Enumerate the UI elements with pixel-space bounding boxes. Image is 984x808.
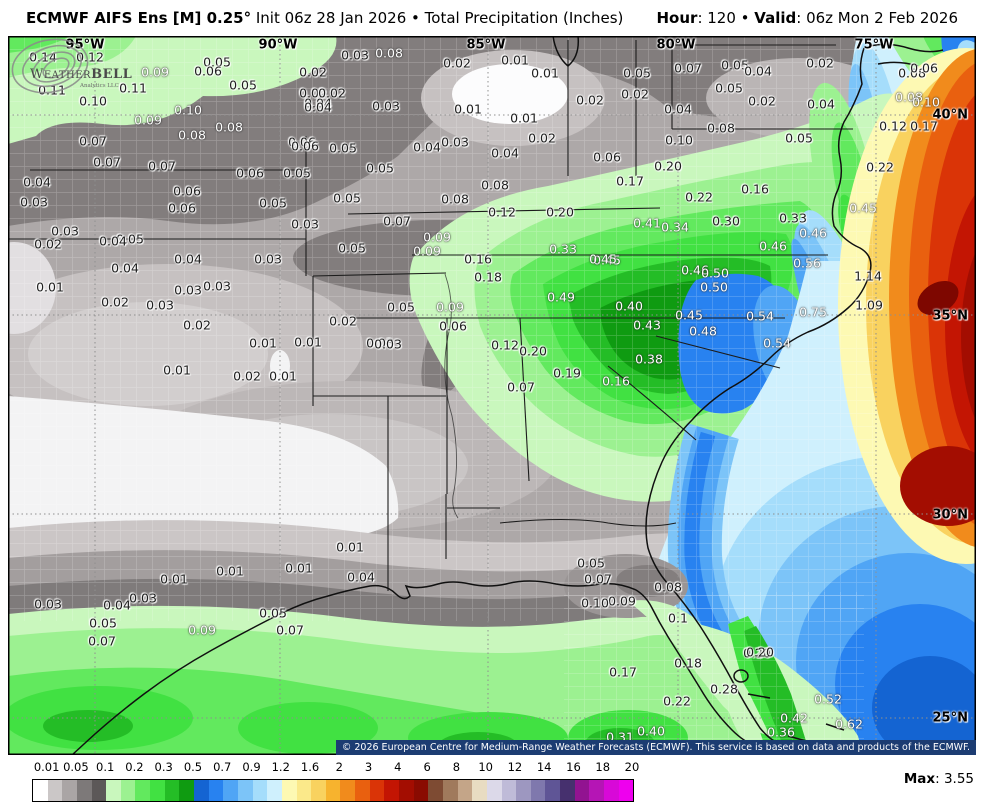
colorbar-cell xyxy=(399,780,414,801)
colorbar-tick-label: 16 xyxy=(566,760,581,774)
init-and-parameter: Init 06z 28 Jan 2026 • Total Precipitati… xyxy=(251,9,624,27)
sep-colon2: : xyxy=(796,9,807,27)
colorbar-cell xyxy=(164,780,180,801)
colorbar-cell xyxy=(560,780,575,801)
colorbar-tick-label: 2 xyxy=(335,760,343,774)
colorbar-tick-label: 0.5 xyxy=(183,760,203,774)
colorbar xyxy=(32,779,634,802)
colorbar-cell xyxy=(150,780,165,801)
colorbar-cell xyxy=(442,780,458,801)
colorbar-cell xyxy=(589,780,604,801)
colorbar-tick-label: 0.05 xyxy=(63,760,89,774)
hour-value: 120 xyxy=(707,9,736,27)
colorbar-cell xyxy=(76,780,92,801)
colorbar-tick-label: 1.2 xyxy=(271,760,290,774)
colorbar-tick-label: 20 xyxy=(624,760,640,774)
map-canvas: 0.14 0.12 0.09 0.05 0.06 0.05 0.02 0.11 0.11 0.10… xyxy=(8,36,976,755)
colorbar-cell xyxy=(208,780,224,801)
colorbar-cell xyxy=(325,780,341,801)
colorbar-cell xyxy=(47,780,63,801)
hour-valid: Hour: 120 • Valid: 06z Mon 2 Feb 2026 xyxy=(657,9,959,27)
colorbar-tick-label: 0.9 xyxy=(242,760,261,774)
colorbar-cell xyxy=(618,780,634,801)
colorbar-cell xyxy=(91,780,107,801)
colorbar-cell xyxy=(311,780,326,801)
colorbar-cell xyxy=(413,780,429,801)
colorbar-tick-label: 0.01 xyxy=(33,760,60,774)
weatherbell-logo: WEATHERBELL Analytics LLC xyxy=(11,38,132,94)
colorbar-cell xyxy=(384,780,400,801)
colorbar-cell xyxy=(369,780,385,801)
colorbar-tick-label: 0.1 xyxy=(96,760,115,774)
colorbar-cell xyxy=(252,780,268,801)
colorbar-cell xyxy=(603,780,619,801)
header: ECMWF AIFS Ens [M] 0.25° Init 06z 28 Jan… xyxy=(0,0,984,36)
colorbar-tick-label: 14 xyxy=(536,760,552,774)
colorbar-tick-label: 1.6 xyxy=(300,760,320,774)
colorbar-cell xyxy=(194,780,209,801)
colorbar-cell xyxy=(267,780,282,801)
colorbar-cell xyxy=(530,780,546,801)
colorbar-tick-label: 18 xyxy=(595,760,611,774)
colorbar-cell xyxy=(179,780,195,801)
copyright-bar: © 2026 European Centre for Medium-Range … xyxy=(335,740,976,755)
graticule xyxy=(8,36,976,755)
colorbar-cell xyxy=(62,780,77,801)
hour-label: Hour xyxy=(656,9,698,27)
colorbar-cell xyxy=(281,780,297,801)
max-value-line: Max: 3.55 xyxy=(904,771,974,787)
colorbar-cell xyxy=(545,780,561,801)
model-name: ECMWF AIFS Ens [M] 0.25° xyxy=(26,9,252,27)
colorbar-cell xyxy=(457,780,473,801)
colorbar-cell xyxy=(574,780,590,801)
max-colon: : xyxy=(935,771,944,787)
colorbar-cell xyxy=(340,780,356,801)
mississippi-river xyxy=(444,273,459,519)
logo-subtext: Analytics LLC xyxy=(79,83,119,89)
max-label: Max xyxy=(903,771,936,787)
colorbar-cell xyxy=(106,780,121,801)
colorbar-cell xyxy=(428,780,443,801)
colorbar-cell xyxy=(296,780,312,801)
colorbar-tick-label: 3 xyxy=(364,760,373,774)
colorbar-cell xyxy=(223,780,238,801)
valid-value: 06z Mon 2 Feb 2026 xyxy=(806,9,958,27)
sep-bullet: • xyxy=(735,9,755,27)
colorbar-cell xyxy=(355,780,370,801)
colorbar-cell xyxy=(237,780,253,801)
colorbar-cell xyxy=(486,780,502,801)
colorbar-tick-label: 10 xyxy=(478,760,493,774)
colorbar-cell xyxy=(516,780,531,801)
max-value: 3.55 xyxy=(943,771,974,787)
colorbar-tick-label: 0.2 xyxy=(125,760,144,774)
logo-swirl-icon xyxy=(11,38,89,94)
colorbar-cell xyxy=(33,780,48,801)
colorbar-tick-labels: 0.01 0.05 0.1 0.2 0.3 0.5 0.7 0.9 1.2 1.6 2 3 4 6 8 10 1… xyxy=(0,760,984,776)
colorbar-tick-label: 4 xyxy=(394,760,402,774)
colorbar-cell xyxy=(135,780,151,801)
valid-label: Valid xyxy=(754,9,797,27)
colorbar-cell xyxy=(501,780,517,801)
colorbar-tick-label: 12 xyxy=(507,760,523,774)
colorbar-tick-label: 0.3 xyxy=(154,760,173,774)
logo-name: WEATHERBELL xyxy=(30,67,132,82)
map-title: ECMWF AIFS Ens [M] 0.25° Init 06z 28 Jan… xyxy=(26,9,623,27)
sep-colon: : xyxy=(697,9,708,27)
colorbar-cell xyxy=(120,780,136,801)
colorbar-tick-label: 6 xyxy=(423,760,431,774)
colorbar-cell xyxy=(472,780,487,801)
colorbar-tick-label: 8 xyxy=(452,760,461,774)
colorbar-tick-label: 0.7 xyxy=(213,760,232,774)
state-borders xyxy=(8,40,853,591)
precip-contour-field xyxy=(8,36,976,755)
